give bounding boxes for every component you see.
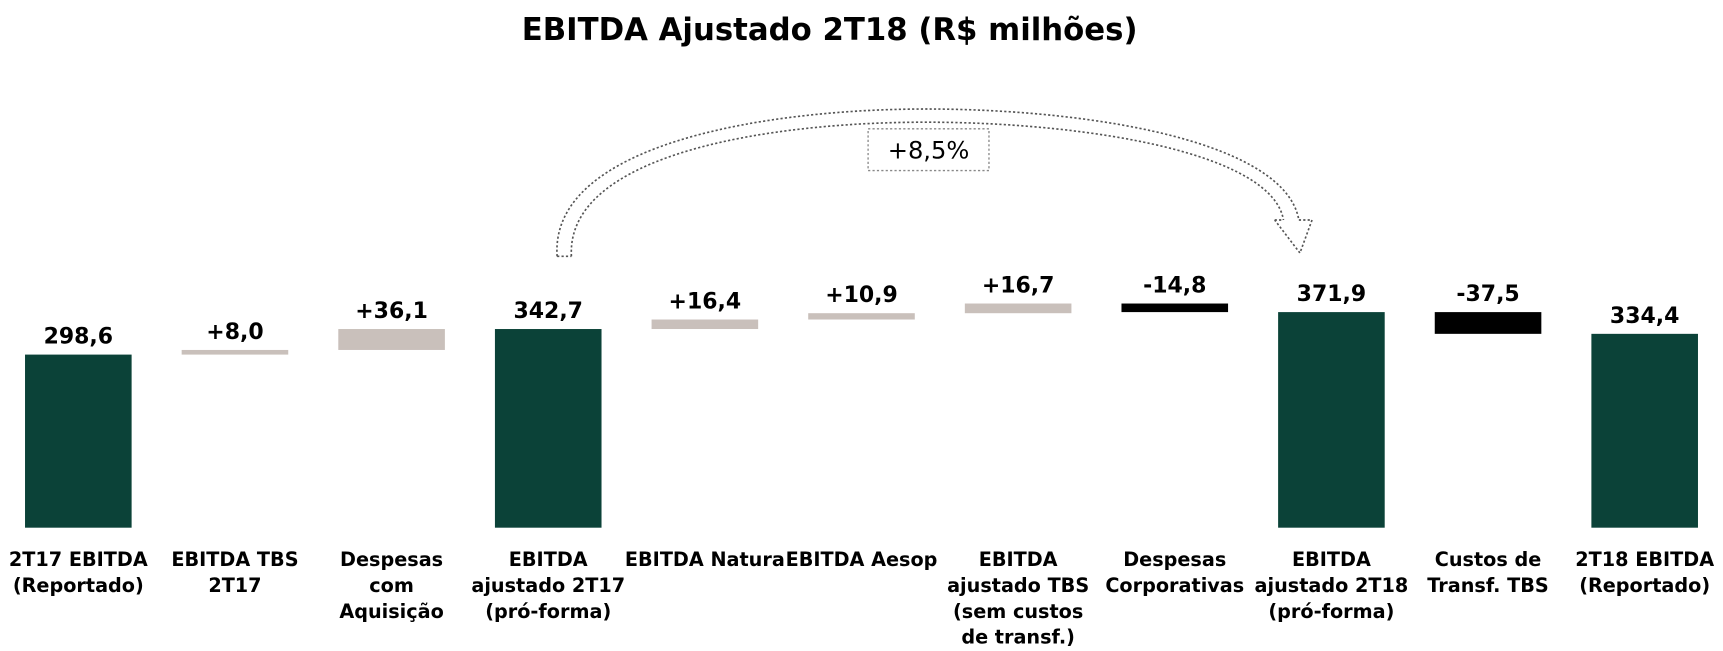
arrow-head <box>1274 219 1314 255</box>
annotation: +8,5% <box>888 136 970 164</box>
value-label: -14,8 <box>1143 274 1206 299</box>
annotation-box <box>867 128 990 172</box>
category-label: ajustado 2T17 <box>471 574 625 597</box>
category-label: Transf. TBS <box>1427 574 1548 597</box>
value-label: +36,1 <box>355 299 428 324</box>
category-label: EBITDA TBS <box>171 548 298 571</box>
category-label: ajustado 2T18 <box>1255 574 1409 597</box>
bar <box>651 319 759 330</box>
bar <box>1591 333 1698 528</box>
bar <box>808 313 915 320</box>
arrow-inner <box>570 121 1285 257</box>
value-label: -37,5 <box>1456 282 1519 307</box>
bar <box>494 329 602 528</box>
category-label: (sem custos <box>953 600 1083 623</box>
category-label: (pró-forma) <box>485 600 611 623</box>
category-label: ajustado TBS <box>947 574 1089 597</box>
category-label: com <box>369 574 414 597</box>
value-label: +16,4 <box>669 290 742 315</box>
value-label: +10,9 <box>825 283 898 308</box>
bar <box>25 354 132 528</box>
value-label: 371,9 <box>1297 282 1367 307</box>
category-label: EBITDA Natura <box>625 548 785 571</box>
value-label: 334,4 <box>1610 304 1680 329</box>
value-label: 298,6 <box>44 325 114 350</box>
category-label: (Reportado) <box>13 574 144 597</box>
category-label: Despesas <box>1123 548 1226 571</box>
value-label: 342,7 <box>513 299 583 324</box>
category-label: Aquisição <box>339 600 444 623</box>
category-label: 2T18 EBITDA <box>1575 548 1714 571</box>
value-label: +8,0 <box>206 320 263 345</box>
bar <box>1278 312 1385 528</box>
category-label: (pró-forma) <box>1268 600 1394 623</box>
category-label: EBITDA <box>979 548 1058 571</box>
bar <box>338 329 445 350</box>
category-label: EBITDA <box>1292 548 1371 571</box>
chart-title: EBITDA Ajustado 2T18 (R$ milhões) <box>522 12 1138 48</box>
category-label: Corporativas <box>1105 574 1244 597</box>
value-label: +16,7 <box>982 274 1055 299</box>
category-label: 2T17 <box>208 574 261 597</box>
category-label: (Reportado) <box>1579 574 1710 597</box>
category-label: Despesas <box>340 548 443 571</box>
category-label: Custos de <box>1435 548 1542 571</box>
category-label: de transf.) <box>961 626 1075 649</box>
growth-arrow <box>556 108 1314 258</box>
category-label: EBITDA <box>509 548 588 571</box>
bar <box>1434 312 1542 334</box>
category-label: EBITDA Aesop <box>786 548 938 571</box>
bar <box>181 349 289 355</box>
bar <box>964 303 1072 314</box>
bar <box>1121 303 1229 313</box>
category-label: 2T17 EBITDA <box>9 548 148 571</box>
